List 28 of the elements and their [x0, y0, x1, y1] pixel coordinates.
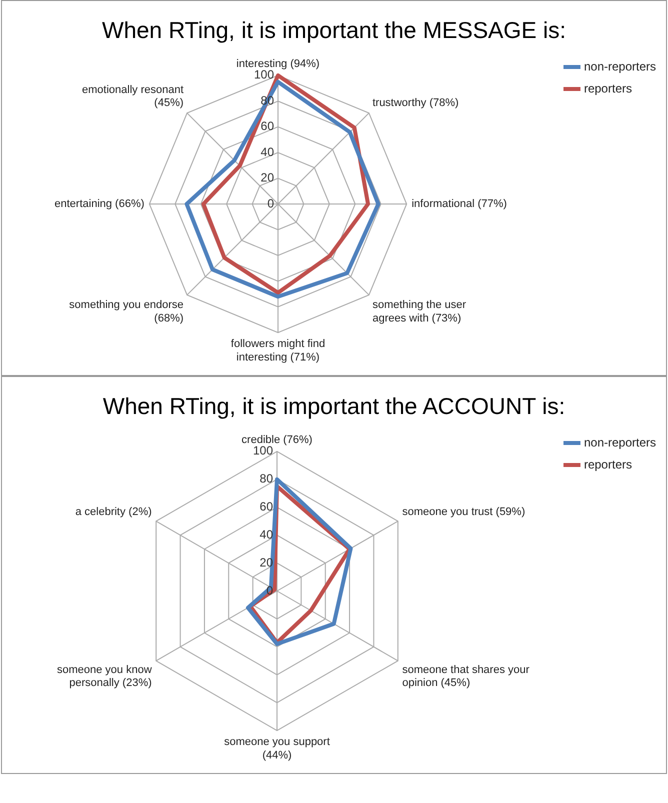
y-tick-label: 100: [254, 68, 274, 82]
y-tick-label: 100: [252, 444, 274, 458]
spoke-label: interesting (94%): [236, 58, 320, 70]
y-tick-label: 40: [260, 144, 274, 159]
spoke-label: someone you know personally (23%): [56, 664, 152, 690]
legend-label: non-reporters: [584, 435, 656, 450]
spoke-label: someone you support (44%): [224, 736, 330, 762]
legend-label: reporters: [584, 457, 632, 472]
spoke-label: a celebrity (2%): [75, 506, 152, 518]
y-tick-label: 80: [260, 472, 274, 486]
y-tick-label: 60: [260, 500, 274, 514]
spoke-label: something the user agrees with (73%): [372, 299, 466, 324]
spoke-label: informational (77%): [412, 198, 507, 210]
y-tick-label: 60: [260, 119, 274, 134]
y-tick-label: 0: [267, 196, 274, 210]
chart-title: When RTing, it is important the ACCOUNT is:: [102, 392, 566, 421]
y-tick-label: 20: [260, 170, 274, 185]
spoke-label: someone that shares your opinion (45%): [402, 664, 530, 690]
spoke-label: followers might find interesting (71%): [230, 338, 326, 364]
spoke-label: trustworthy (78%): [372, 96, 459, 109]
spoke-label: someone you trust (59%): [402, 506, 526, 518]
spoke-label: something you endorse (68%): [69, 299, 184, 324]
spoke-label: entertaining (66%): [54, 198, 144, 210]
legend-label: non-reporters: [584, 59, 656, 74]
legend-label: reporters: [584, 81, 632, 96]
spoke-label: credible (76%): [242, 434, 312, 446]
chart-title: When RTing, it is important the MESSAGE is:: [101, 16, 567, 45]
spoke-label: emotionally resonant (45%): [82, 84, 184, 109]
